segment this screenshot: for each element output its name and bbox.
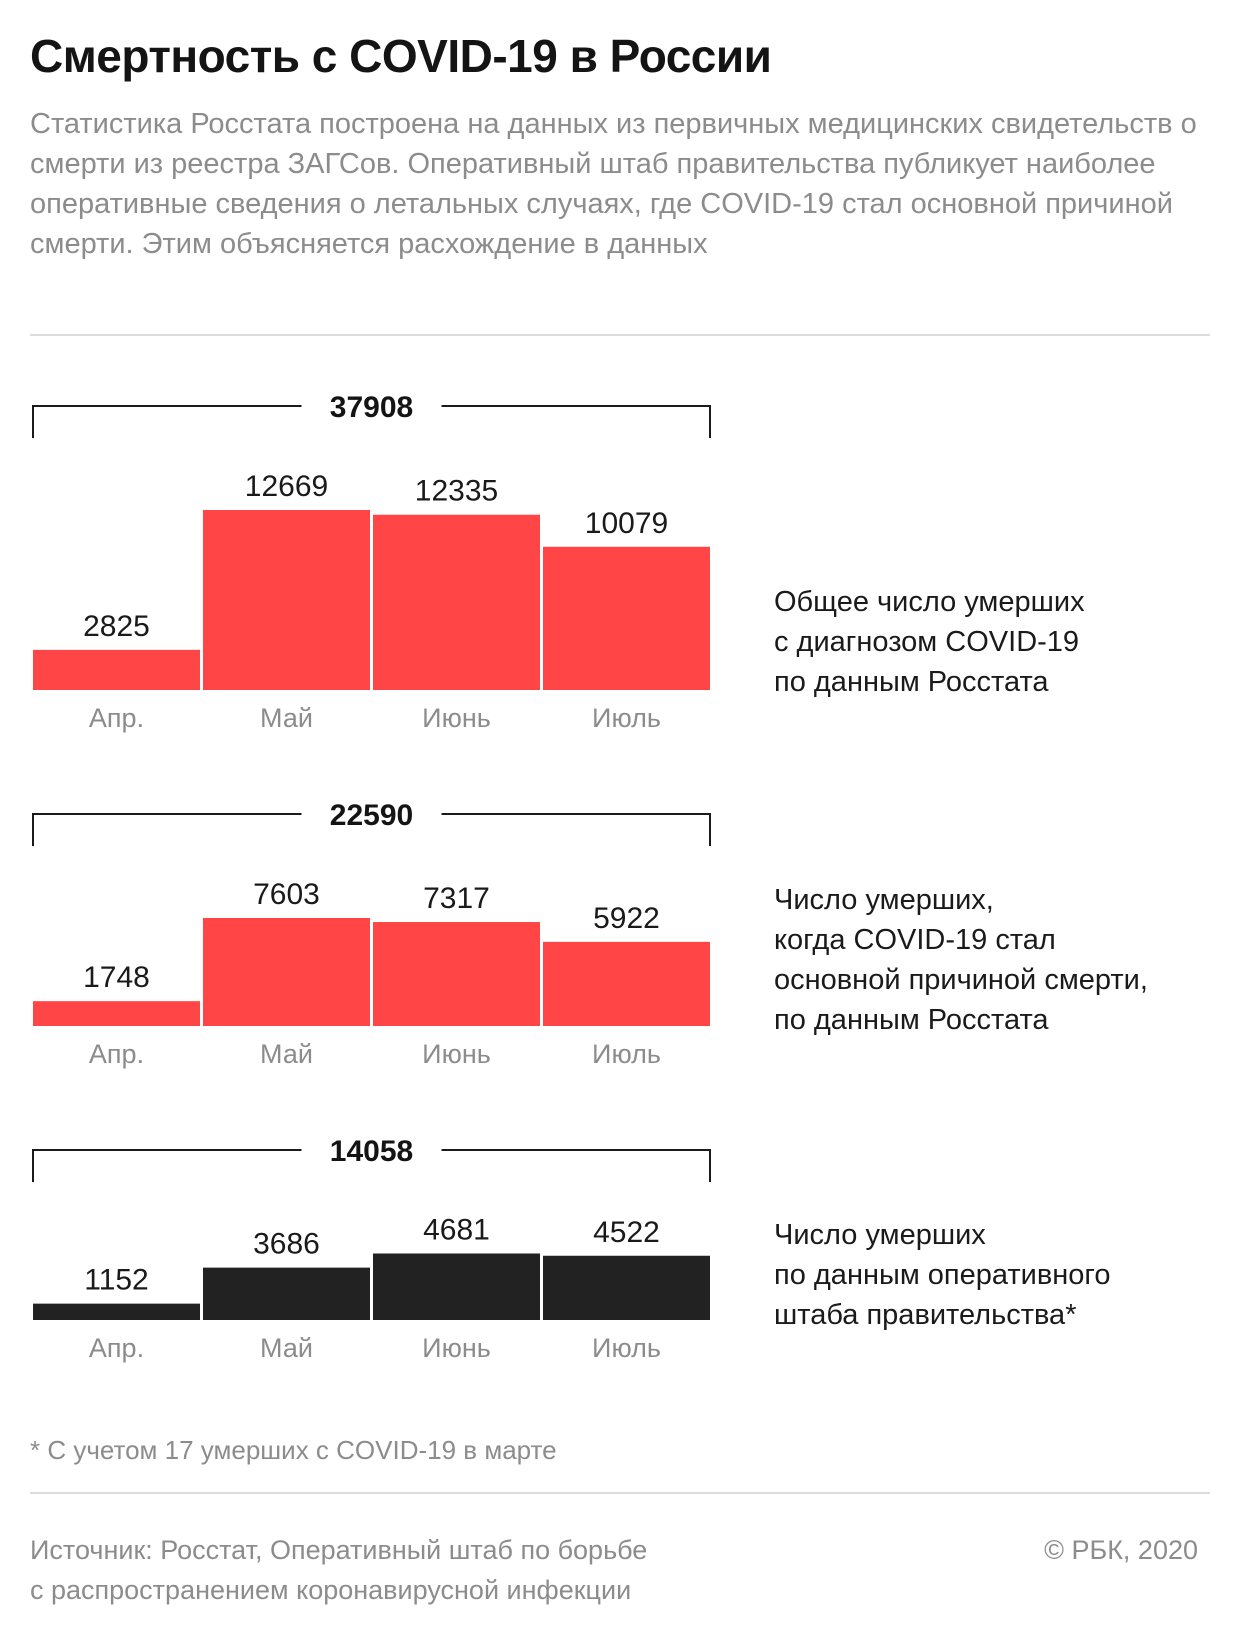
chart-1-value-label-1: 2825 <box>83 610 150 643</box>
footnote: * С учетом 17 умерших с COVID-19 в марте <box>30 1435 557 1465</box>
chart-2-category-label-3: Июнь <box>422 1039 491 1069</box>
bottom-divider <box>30 1492 1210 1494</box>
chart-3-total-label: 14058 <box>330 1135 413 1168</box>
chart-2-bar-4 <box>543 941 710 1026</box>
top-divider <box>30 334 1210 336</box>
chart-2-value-label-2: 7603 <box>253 878 320 911</box>
chart-1-bracket-right <box>441 405 711 438</box>
source-line-2: с распространением коронавирусной инфекц… <box>30 1575 632 1605</box>
chart-3-bracket-left <box>32 1149 302 1182</box>
chart-1-bar-3 <box>373 514 540 690</box>
chart-1-total-label: 37908 <box>330 391 413 424</box>
chart-2-bar-3 <box>373 922 540 1026</box>
chart-3-value-label-3: 4681 <box>423 1213 490 1246</box>
chart-3-value-label-1: 1152 <box>84 1264 149 1297</box>
chart-2-category-label-4: Июль <box>592 1039 661 1069</box>
chart-1-bar-2 <box>203 510 370 690</box>
chart-3-description-line-2: по данным оперативного <box>774 1259 1111 1291</box>
chart-1-bar-4 <box>543 546 710 690</box>
chart-2-description-line-2: когда COVID-19 стал <box>774 924 1056 956</box>
chart-1-bar-1 <box>33 649 200 690</box>
chart-2-category-label-2: Май <box>260 1039 313 1069</box>
chart-2-value-label-4: 5922 <box>593 902 660 935</box>
chart-3-category-label-3: Июнь <box>422 1333 491 1363</box>
chart-3-description-line-3: штаба правительства* <box>774 1299 1077 1331</box>
chart-2-total-label: 22590 <box>330 799 413 832</box>
chart-2-value-label-1: 1748 <box>83 961 150 994</box>
chart-2-bracket-left <box>32 813 302 846</box>
chart-1-bracket-left <box>32 405 302 438</box>
source-note: Источник: Росстат, Оперативный штаб по б… <box>30 1530 790 1610</box>
chart-2-description-line-3: основной причиной смерти, <box>774 964 1148 996</box>
chart-3-category-label-4: Июль <box>592 1333 661 1363</box>
chart-3-bar-4 <box>543 1255 710 1320</box>
chart-1-category-label-3: Июнь <box>422 703 491 733</box>
copyright: © РБК, 2020 <box>1044 1535 1198 1565</box>
chart-3-value-label-2: 3686 <box>253 1228 320 1261</box>
chart-2-bar-1 <box>33 1001 200 1026</box>
chart-1-description-line-3: по данным Росстата <box>774 666 1049 698</box>
chart-2-bar-2 <box>203 917 370 1026</box>
chart-3-bar-3 <box>373 1253 540 1320</box>
chart-3-category-label-2: Май <box>260 1333 313 1363</box>
chart-1-category-label-4: Июль <box>592 703 661 733</box>
chart-3-bracket-right <box>441 1149 711 1182</box>
chart-3-bar-1 <box>33 1303 200 1320</box>
chart-2-bracket-right <box>441 813 711 846</box>
chart-3-bar-2 <box>203 1267 370 1320</box>
chart-1-category-label-2: Май <box>260 703 313 733</box>
chart-1-description: Общее число умерших с диагнозом COVID-19 п… <box>774 582 1224 702</box>
chart-1-value-label-3: 12335 <box>415 475 498 508</box>
chart-2-description-line-4: по данным Росстата <box>774 1004 1049 1036</box>
source-line-1: Источник: Росстат, Оперативный штаб по б… <box>30 1535 648 1565</box>
chart-1-description-line-1: Общее число умерших <box>774 586 1085 618</box>
chart-1-value-label-2: 12669 <box>245 470 328 503</box>
chart-3-description: Число умерших по данным оперативного штаба… <box>774 1215 1224 1335</box>
page-subtitle: Статистика Росстата построена на данных … <box>30 108 1197 260</box>
chart-3-value-label-4: 4522 <box>593 1216 660 1249</box>
chart-3-description-line-1: Число умерших <box>774 1219 986 1251</box>
chart-1-category-label-1: Апр. <box>89 703 144 733</box>
chart-2-value-label-3: 7317 <box>423 882 490 915</box>
chart-3-category-label-1: Апр. <box>89 1333 144 1363</box>
chart-2-category-label-1: Апр. <box>89 1039 144 1069</box>
chart-1-description-line-2: с диагнозом COVID-19 <box>774 626 1080 658</box>
chart-2-description: Число умерших, когда COVID-19 стал основно… <box>774 880 1224 1040</box>
page-title: Смертность с COVID-19 в России <box>30 30 772 82</box>
chart-2-description-line-1: Число умерших, <box>774 884 994 916</box>
chart-1-value-label-4: 10079 <box>585 507 668 540</box>
